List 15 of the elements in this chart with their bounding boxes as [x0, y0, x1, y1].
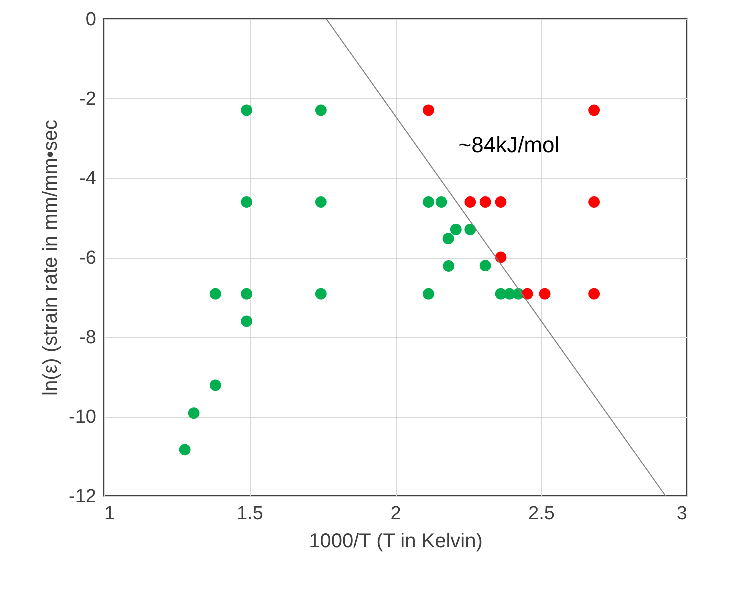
- y-tick-label: -2: [80, 89, 96, 110]
- x-tick-label: 3: [676, 504, 688, 524]
- x-axis-title: 1000/T (T in Kelvin): [309, 530, 483, 552]
- y-tick-label: -10: [69, 407, 96, 428]
- y-tick-label: -12: [69, 486, 96, 508]
- y-tick-label: 0: [86, 10, 96, 30]
- annotation: ~84kJ/mol: [458, 132, 560, 158]
- x-tick-label: 2.5: [528, 504, 555, 524]
- y-tick-label: -8: [80, 328, 96, 348]
- x-tick-label: 2: [390, 504, 402, 524]
- y-tick-label: -4: [80, 168, 97, 190]
- x-tick-label: 1.5: [237, 504, 264, 524]
- y-tick-label: -6: [80, 248, 96, 269]
- x-tick-label: 1: [104, 504, 116, 524]
- y-axis-title: ln(ε) (strain rate in mm/mm•sec: [40, 120, 62, 396]
